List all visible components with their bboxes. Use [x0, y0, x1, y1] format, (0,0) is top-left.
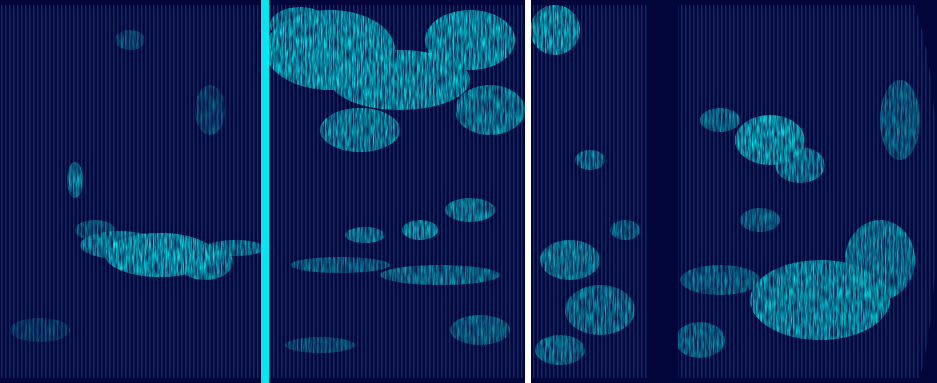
divider-white: [525, 0, 531, 383]
bottom-band: [0, 378, 937, 383]
top-band: [0, 0, 937, 5]
earth-limb-edge: [912, 0, 937, 383]
divider-cyan: [261, 0, 269, 383]
panel-gap: [647, 0, 678, 383]
